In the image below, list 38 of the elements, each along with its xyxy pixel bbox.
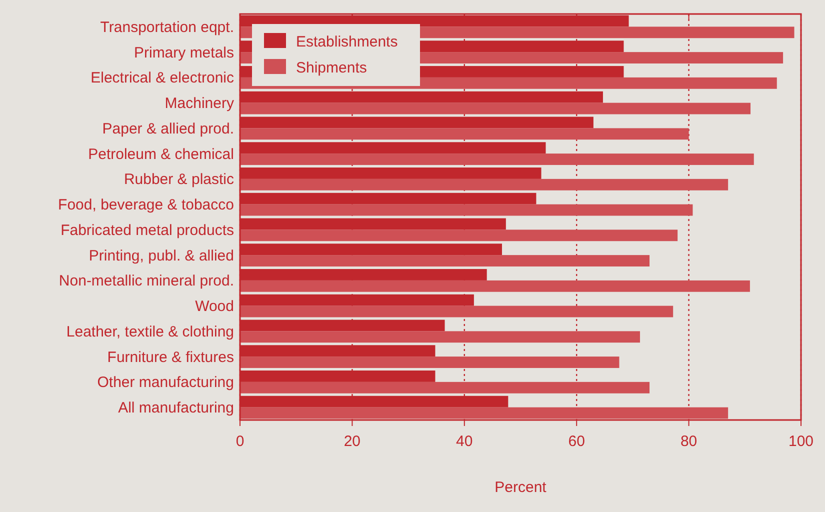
legend-label: Shipments — [296, 59, 367, 76]
x-tick-label: 60 — [568, 433, 585, 450]
x-tick-label: 20 — [344, 433, 361, 450]
y-tick-label: Non-metallic mineral prod. — [58, 272, 234, 290]
y-tick-label: Leather, textile & clothing — [66, 323, 234, 340]
legend-label: Establishments — [296, 33, 398, 50]
bar — [240, 255, 650, 266]
y-tick-label: Wood — [195, 298, 234, 316]
y-tick-label: Paper & allied prod. — [102, 120, 234, 138]
bar — [240, 382, 650, 394]
bar — [240, 356, 620, 368]
x-tick-label: 100 — [788, 433, 814, 450]
y-tick-label: Rubber & plastic — [124, 171, 234, 188]
bar — [240, 306, 674, 318]
x-tick-label: 80 — [680, 433, 698, 450]
bar — [240, 154, 754, 165]
bar — [240, 178, 728, 190]
y-tick-label: Transportation eqpt. — [100, 18, 234, 36]
bar — [240, 128, 689, 140]
y-tick-label: Other manufacturing — [97, 374, 234, 392]
bar — [240, 102, 751, 114]
x-axis-title: Percent — [494, 479, 548, 496]
bar — [240, 280, 750, 292]
y-tick-label: Petroleum & chemical — [88, 146, 234, 163]
y-tick-label: Primary metals — [134, 44, 234, 62]
y-tick-label: Machinery — [164, 95, 234, 112]
x-tick-label: 40 — [456, 433, 473, 450]
bar — [240, 331, 640, 343]
y-tick-label: Food, beverage & tobacco — [58, 196, 234, 214]
bar — [240, 204, 693, 216]
y-tick-label: Printing, publ. & allied — [88, 247, 234, 264]
y-tick-label: Furniture & fixtures — [107, 348, 234, 366]
y-tick-label: Fabricated metal products — [60, 222, 234, 239]
y-tick-label: Electrical & electronic — [90, 70, 234, 87]
bar — [240, 407, 728, 419]
bar — [240, 230, 678, 242]
x-tick-label: 0 — [236, 433, 244, 450]
y-tick-label: All manufacturing — [118, 400, 234, 417]
